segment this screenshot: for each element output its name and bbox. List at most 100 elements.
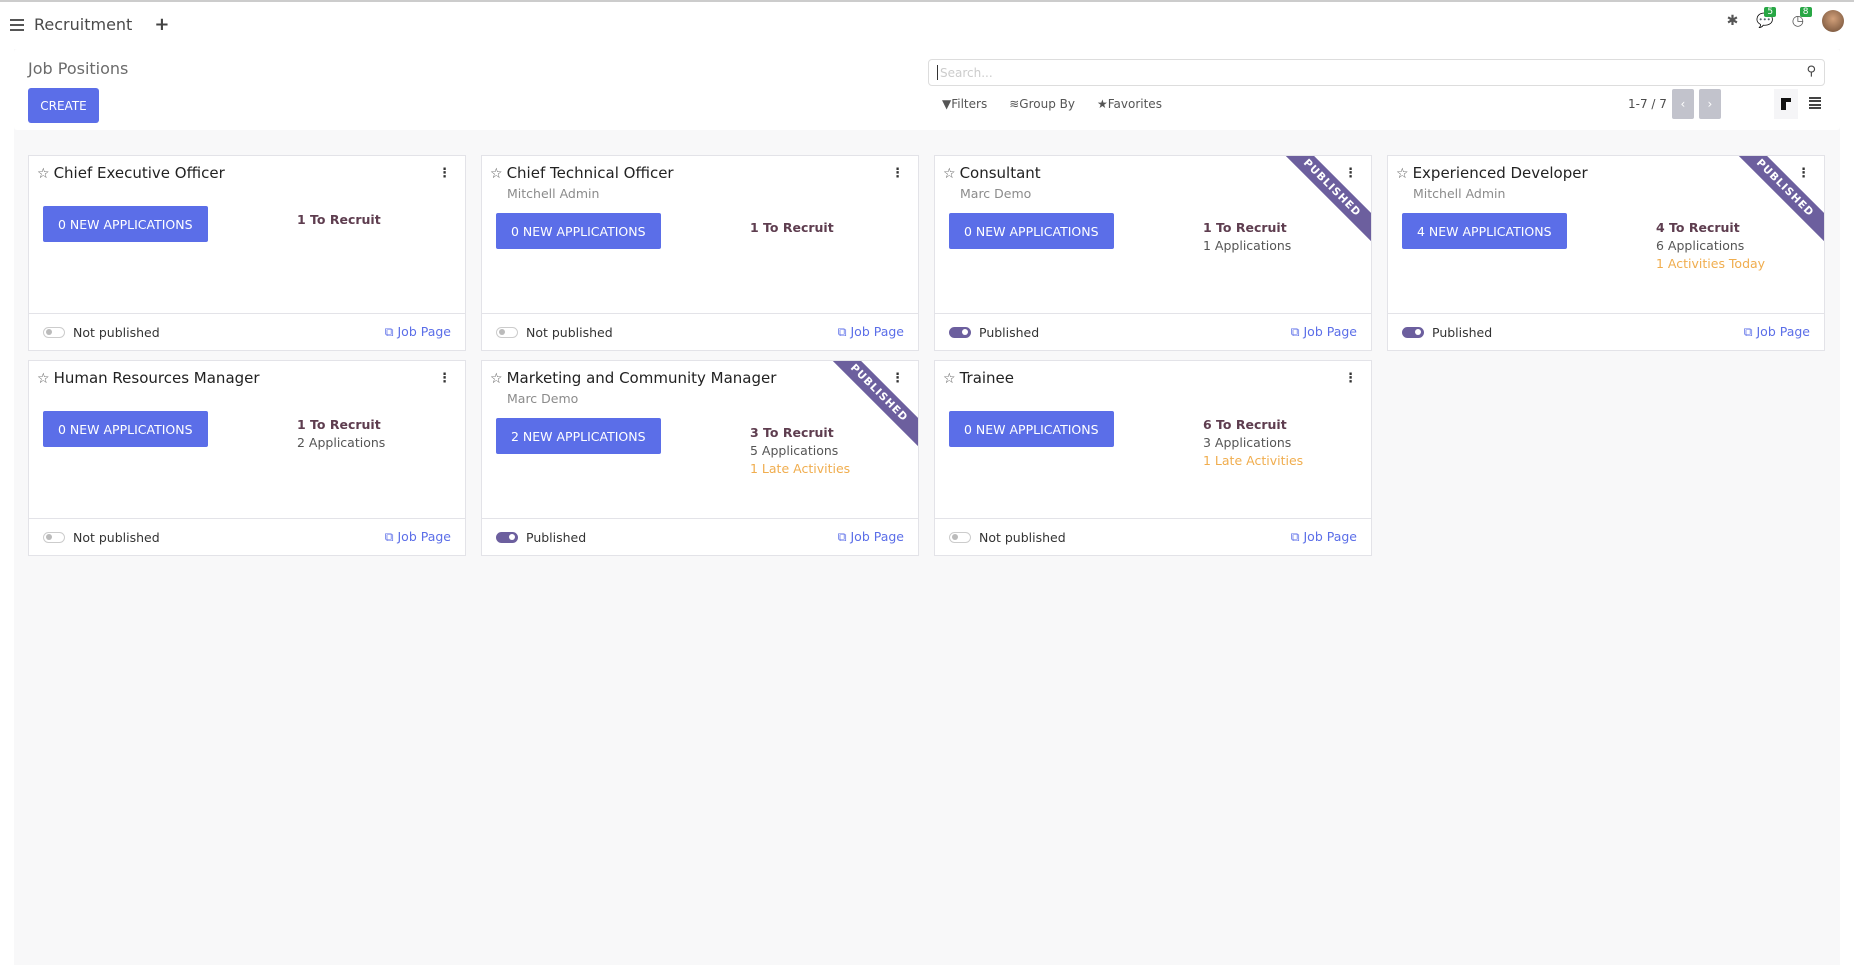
job-title[interactable]: Marketing and Community Manager [506,369,777,387]
pager-next-button[interactable]: › [1698,89,1721,119]
menu-icon[interactable] [10,18,24,31]
card-menu-icon[interactable]: ⋮ [1344,166,1357,181]
applications-link[interactable]: 3 Applications [1203,435,1292,450]
new-applications-button[interactable]: 0 NEW APPLICATIONS [949,213,1114,249]
control-panel: Job Positions CREATE Search... ⚲ ▼Filters… [14,49,1840,130]
job-page-link[interactable]: ⧉ Job Page [838,324,904,340]
responsible-user: Marc Demo [960,186,1032,201]
job-page-link[interactable]: ⧉ Job Page [1291,324,1357,340]
messages-badge: 5 [1764,7,1777,17]
activities-link[interactable]: 1 Activities Today [1656,256,1766,271]
kanban-view-button[interactable] [1774,89,1798,119]
new-applications-button[interactable]: 0 NEW APPLICATIONS [496,213,661,249]
publish-toggle[interactable] [496,326,518,338]
card-menu-icon[interactable]: ⋮ [438,371,451,386]
to-recruit-link[interactable]: 6 To Recruit [1203,417,1287,432]
card-menu-icon[interactable]: ⋮ [438,166,451,181]
publish-toggle[interactable] [496,531,518,543]
app-title[interactable]: Recruitment [34,15,133,34]
publish-toggle[interactable] [43,326,65,338]
job-page-label: Job Page [850,324,904,339]
pager-value[interactable]: 1-7 / 7 [1628,97,1667,111]
card-menu-icon[interactable]: ⋮ [1797,166,1810,181]
filters-button[interactable]: ▼Filters [942,97,987,111]
activity-clock-icon[interactable]: ◷ 8 [1792,7,1812,29]
applications-link[interactable]: 1 Applications [1203,238,1292,253]
search-icon[interactable]: ⚲ [1806,64,1816,79]
job-page-link[interactable]: ⧉ Job Page [1744,324,1810,340]
job-title[interactable]: Trainee [959,369,1015,387]
to-recruit-link[interactable]: 1 To Recruit [1203,220,1287,235]
to-recruit-link[interactable]: 3 To Recruit [750,425,834,440]
to-recruit-link[interactable]: 4 To Recruit [1656,220,1740,235]
favorites-button[interactable]: ★Favorites [1097,97,1162,111]
plus-icon[interactable]: + [154,14,170,35]
job-page-link[interactable]: ⧉ Job Page [385,324,451,340]
job-card[interactable]: PUBLISHED ☆ Consultant Marc Demo ⋮ 0 NEW APPL… [934,155,1372,351]
favorite-star-icon[interactable]: ☆ [490,371,503,387]
new-applications-button[interactable]: 0 NEW APPLICATIONS [43,411,208,447]
publish-toggle[interactable] [949,531,971,543]
job-title[interactable]: Chief Executive Officer [53,164,225,182]
card-menu-icon[interactable]: ⋮ [891,371,904,386]
favorites-label: Favorites [1107,97,1162,111]
job-page-link[interactable]: ⧉ Job Page [838,529,904,545]
job-title[interactable]: Chief Technical Officer [506,164,674,182]
group-by-button[interactable]: ≋Group By [1009,97,1075,111]
to-recruit-link[interactable]: 1 To Recruit [297,212,381,227]
job-title[interactable]: Consultant [959,164,1041,182]
to-recruit-link[interactable]: 1 To Recruit [750,220,834,235]
new-applications-button[interactable]: 4 NEW APPLICATIONS [1402,213,1567,249]
messages-icon[interactable]: 💬 5 [1756,7,1777,29]
new-applications-button[interactable]: 0 NEW APPLICATIONS [949,411,1114,447]
page-title: Job Positions [28,59,129,78]
activities-link[interactable]: 1 Late Activities [750,461,851,476]
job-page-link[interactable]: ⧉ Job Page [385,529,451,545]
publish-status: Published [979,324,1040,340]
job-page-link[interactable]: ⧉ Job Page [1291,529,1357,545]
job-title[interactable]: Experienced Developer [1412,164,1588,182]
job-card[interactable]: ☆ Chief Executive Officer ⋮ 0 NEW APPLICATI… [28,155,466,351]
publish-status: Not published [73,324,160,340]
publish-toggle[interactable] [43,531,65,543]
publish-status: Not published [526,324,613,340]
favorite-star-icon[interactable]: ☆ [490,166,503,182]
new-applications-button[interactable]: 0 NEW APPLICATIONS [43,206,208,242]
job-card[interactable]: ☆ Chief Technical Officer Mitchell Admin ⋮ 0… [481,155,919,351]
pager-previous-button[interactable]: ‹ [1671,89,1694,119]
job-card[interactable]: ☆ Trainee ⋮ 0 NEW APPLICATIONS 6 To Recruit 3… [934,360,1372,556]
applications-link[interactable]: 2 Applications [297,435,386,450]
job-card[interactable]: ☆ Human Resources Manager ⋮ 0 NEW APPLICATI… [28,360,466,556]
search-input[interactable]: Search... ⚲ [928,59,1825,86]
favorite-star-icon[interactable]: ☆ [943,371,956,387]
job-card[interactable]: PUBLISHED ☆ Experienced Developer Mitchell … [1387,155,1825,351]
job-page-label: Job Page [397,529,451,544]
external-link-icon: ⧉ [1743,324,1757,339]
favorite-star-icon[interactable]: ☆ [943,166,956,182]
favorite-star-icon[interactable]: ☆ [1396,166,1409,182]
responsible-user: Marc Demo [507,391,579,406]
job-title[interactable]: Human Resources Manager [53,369,260,387]
publish-status: Published [1432,324,1493,340]
kanban-icon [1781,98,1791,110]
group-by-label: Group By [1019,97,1075,111]
publish-toggle[interactable] [1402,326,1424,338]
filter-icon: ▼ [942,97,952,111]
applications-link[interactable]: 6 Applications [1656,238,1745,253]
job-page-label: Job Page [850,529,904,544]
publish-toggle[interactable] [949,326,971,338]
card-menu-icon[interactable]: ⋮ [1344,371,1357,386]
to-recruit-link[interactable]: 1 To Recruit [297,417,381,432]
create-button[interactable]: CREATE [28,88,99,123]
list-view-button[interactable] [1809,97,1821,109]
applications-link[interactable]: 5 Applications [750,443,839,458]
favorite-star-icon[interactable]: ☆ [37,371,50,387]
new-applications-button[interactable]: 2 NEW APPLICATIONS [496,418,661,454]
bug-icon[interactable]: ✱ [1726,13,1739,29]
user-avatar[interactable] [1822,10,1844,32]
responsible-user: Mitchell Admin [507,186,600,201]
favorite-star-icon[interactable]: ☆ [37,166,50,182]
card-menu-icon[interactable]: ⋮ [891,166,904,181]
activities-link[interactable]: 1 Late Activities [1203,453,1304,468]
job-card[interactable]: PUBLISHED ☆ Marketing and Community Manage… [481,360,919,556]
